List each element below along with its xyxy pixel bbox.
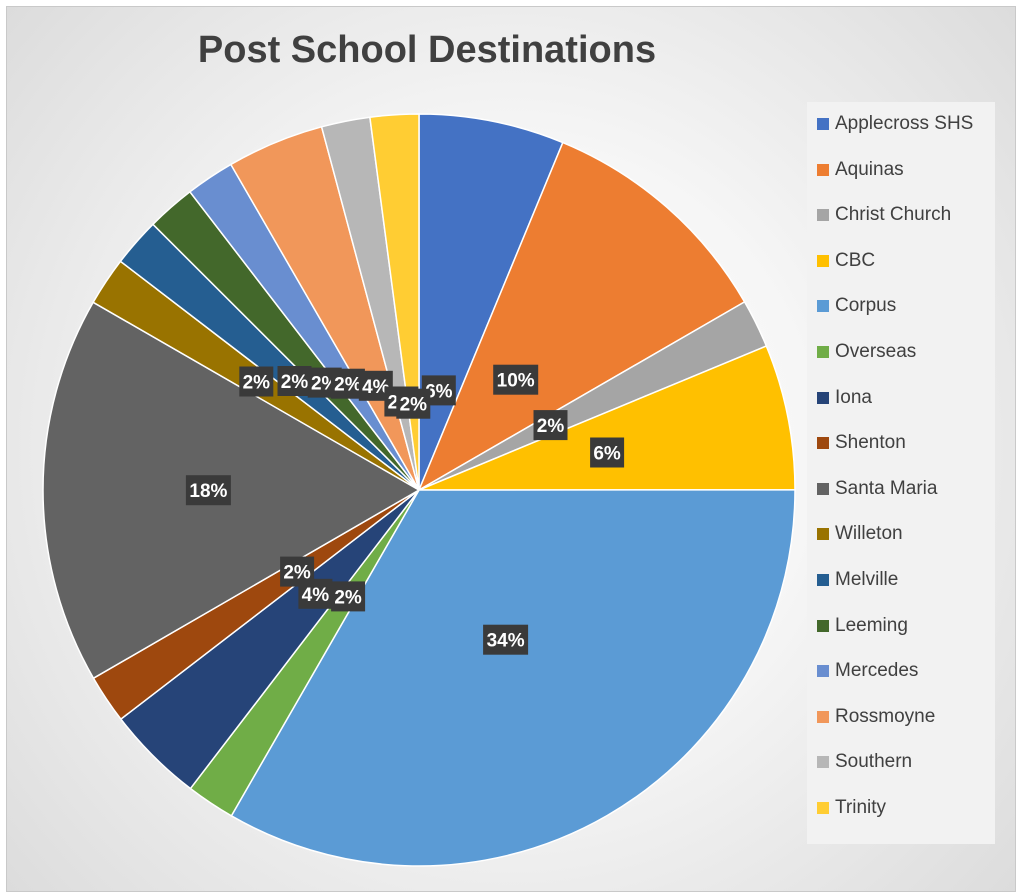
legend-item-cbc: CBC [817,249,875,273]
data-label-box [280,556,315,587]
legend-swatch [817,118,829,130]
data-label-text: 18% [189,481,227,502]
data-label-text: 6% [593,444,621,465]
data-label-text: 2% [281,372,309,393]
data-label-text: 2% [243,373,271,394]
data-label-box [493,364,539,395]
data-label-box [331,581,366,612]
data-label-text: 2% [334,375,362,396]
legend-swatch [817,391,829,404]
data-label-rossmoyne: 4% [358,370,393,401]
legend-swatch [817,619,829,632]
data-label-text: 2% [537,416,565,437]
legend-item-christ-church: Christ Church [817,203,951,227]
legend-swatch [817,163,829,176]
legend-swatch [817,209,829,222]
data-label-corpus: 34% [483,624,529,655]
legend-label: Melville [835,569,899,590]
legend-item-shenton: Shenton [817,431,906,455]
legend-item-southern: Southern [817,750,912,774]
data-label-santa-maria: 18% [185,475,231,506]
legend-swatch [817,528,829,541]
legend-label: Applecross SHS [835,113,974,134]
data-label-text: 4% [302,585,330,606]
legend-swatch [817,574,829,586]
pie-slice-aquinas [417,141,746,492]
legend-label: Christ Church [835,204,952,226]
data-label-text: 4% [362,377,390,398]
legend-item-melville: Melville [817,568,898,592]
chart-title: Post School Destinations [197,29,657,71]
data-label-overseas: 2% [331,581,366,612]
legend-swatch [817,756,829,769]
data-label-christ-church: 2% [533,410,568,441]
data-label-text: 2% [283,563,311,584]
data-label-willeton: 2% [239,366,274,397]
legend-label: Mercedes [835,660,919,682]
data-label-text: 2% [400,395,428,416]
legend-label: Iona [835,386,872,408]
legend-item-leeming: Leeming [817,614,908,638]
legend-label: Corpus [835,295,897,317]
legend-swatch [817,482,829,495]
data-label-melville: 2% [277,366,312,396]
legend-swatch [817,254,829,267]
legend-item-applecross-shs: Applecross SHS [817,112,973,136]
legend-label: Santa Maria [835,477,938,499]
data-label-text: 34% [487,631,525,652]
legend-swatch [817,346,829,358]
legend-swatch [817,802,829,814]
data-label-box [277,366,312,396]
legend: Applecross SHS Aquinas Christ Church CBC Cor… [807,102,995,844]
legend-item-willeton: Willeton [817,522,903,546]
legend-label: Overseas [835,341,917,362]
legend-label: Aquinas [835,158,904,180]
data-label-cbc: 6% [590,437,625,468]
data-label-box [185,475,231,506]
legend-swatch [817,437,829,450]
pie-slice-corpus [230,489,796,867]
data-label-box [590,437,625,468]
data-label-box [239,366,274,397]
legend-label: Willeton [835,523,903,545]
legend-item-rossmoyne: Rossmoyne [817,705,935,729]
chart-area: Post School Destinations 6% 10% 2% 6% 34% 2% 4… [6,6,1016,892]
data-label-shenton: 2% [280,556,315,587]
legend-label: Southern [835,751,913,773]
pie-slice-santa-maria [42,301,421,680]
legend-label: CBC [835,249,876,271]
legend-item-corpus: Corpus [817,294,896,318]
legend-item-aquinas: Aquinas [817,158,904,182]
data-label-aquinas: 10% [493,364,539,395]
legend-item-overseas: Overseas [817,340,916,364]
data-label-box [483,624,529,655]
legend-item-trinity: Trinity [817,796,886,820]
pie-chart: 6%10%2%6%34%2%4%2%18%2%2%2%2%4%2%2% [42,113,796,867]
legend-label: Trinity [835,797,887,818]
legend-swatch [817,710,829,723]
legend-swatch [817,300,829,313]
legend-label: Shenton [835,432,906,454]
data-label-text: 10% [497,371,535,392]
data-label-text: 6% [425,381,453,402]
legend-item-santa-maria: Santa Maria [817,477,937,501]
legend-item-iona: Iona [817,386,872,410]
legend-label: Leeming [835,614,908,636]
data-label-trinity: 2% [396,388,431,419]
data-label-text: 2% [334,587,362,608]
data-label-box [396,388,431,419]
legend-swatch [817,665,829,678]
legend-item-mercedes: Mercedes [817,659,918,683]
legend-label: Rossmoyne [835,705,936,727]
data-label-box [533,410,568,441]
pie-slice-cbc [418,345,796,491]
